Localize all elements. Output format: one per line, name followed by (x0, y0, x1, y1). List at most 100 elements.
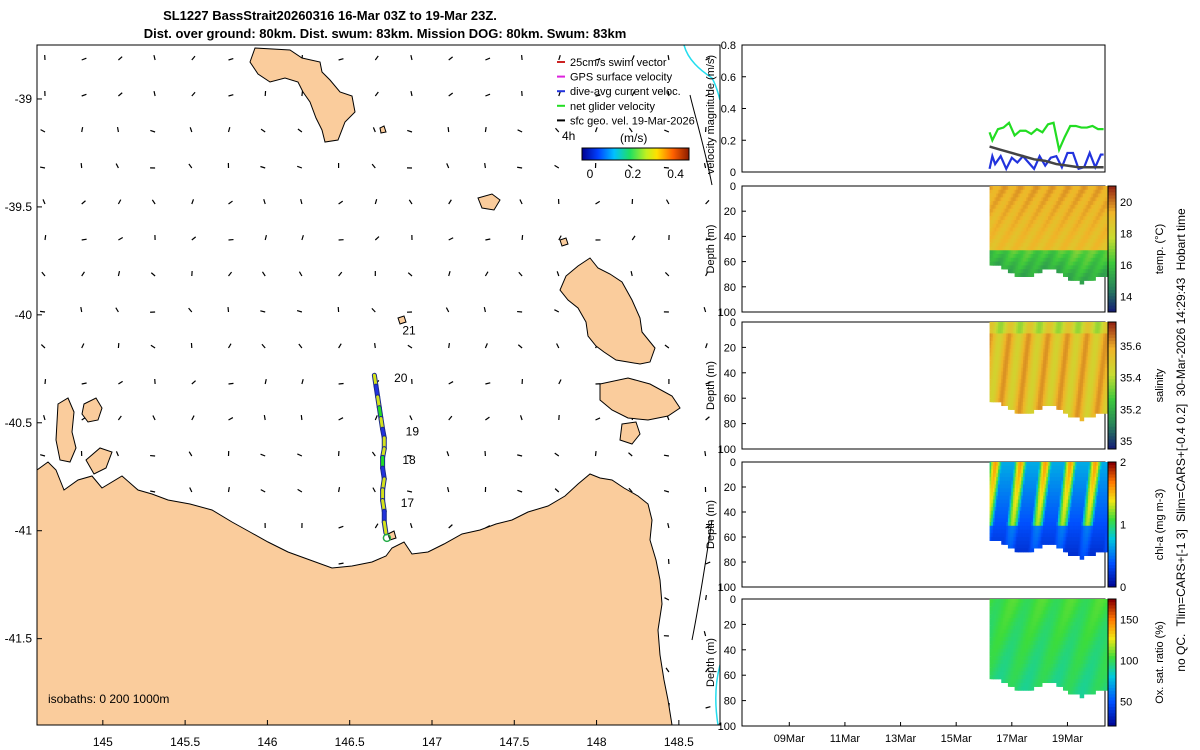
profile-cell (1029, 272, 1035, 277)
current-arrow (556, 271, 560, 277)
current-arrow (191, 415, 195, 421)
depth-tick-label: 60 (724, 257, 736, 269)
profile-cell (1104, 325, 1110, 330)
colorbar-axis-label: temp. (°C) (1154, 224, 1166, 274)
current-arrow (703, 307, 707, 313)
current-arrow (264, 235, 268, 241)
current-arrow (448, 56, 454, 61)
current-arrow (554, 164, 560, 169)
colorbar-tick-label: 16 (1120, 260, 1132, 272)
current-arrow (555, 127, 560, 133)
profile-cell (1104, 272, 1110, 277)
velocity-series-line (988, 120, 1104, 154)
current-arrow (484, 162, 486, 169)
current-arrow (298, 271, 303, 277)
colorbar-segment (1108, 356, 1116, 361)
coastline-victoria (683, 45, 720, 101)
current-arrow (39, 310, 46, 313)
profile-cell (1104, 201, 1110, 206)
current-arrow (558, 55, 561, 61)
colorbar-tick-label: 35.2 (1120, 404, 1141, 416)
current-arrow (705, 199, 710, 205)
current-arrow (663, 454, 670, 457)
current-arrow (705, 594, 707, 601)
profile-cell (1104, 344, 1110, 349)
profile-cell (1079, 280, 1085, 285)
colorbar-segment (1108, 189, 1116, 193)
colorbar-label: (m/s) (620, 131, 647, 145)
current-arrow (665, 667, 670, 673)
current-arrow (81, 343, 85, 349)
current-arrow (705, 343, 708, 349)
profile-cell (1104, 265, 1110, 270)
current-arrow (410, 90, 413, 97)
velocity-y-tick-label: 0.4 (721, 104, 736, 116)
current-arrow (448, 381, 454, 385)
colorbar-segment (1108, 230, 1116, 234)
profile-cell (1104, 356, 1110, 361)
colorbar-segment (1108, 410, 1116, 415)
legend-label: GPS surface velocity (570, 72, 673, 84)
colorbar-segment (1108, 249, 1116, 253)
current-arrow (118, 92, 123, 97)
current-arrow (485, 57, 491, 61)
colorbar-segment (1108, 277, 1116, 281)
day-label: 19 (406, 425, 420, 439)
current-arrow (594, 450, 597, 457)
map-x-tick-label: 145 (93, 735, 113, 749)
current-arrow (227, 127, 231, 133)
current-arrow (41, 271, 46, 277)
map-frame (36, 44, 721, 726)
current-arrow (705, 561, 711, 565)
depth-tick-label: 80 (724, 419, 736, 431)
profile-cell (1104, 261, 1110, 266)
current-arrow (628, 127, 633, 133)
current-arrow (630, 270, 633, 277)
current-arrow (631, 91, 635, 97)
current-arrow (150, 272, 156, 277)
current-arrow (153, 90, 156, 97)
colorbar-segment (1108, 233, 1116, 237)
current-arrow (39, 166, 46, 169)
land-robbins-island (85, 447, 113, 475)
colorbar-segment (1108, 331, 1116, 336)
current-arrow (558, 235, 562, 241)
colorbar-tick-label: 0.2 (624, 167, 641, 181)
profile-cell (1104, 379, 1110, 384)
current-arrow (338, 486, 341, 493)
current-arrow (374, 55, 379, 61)
profile-cell (1104, 348, 1110, 353)
colorbar-segment (1108, 289, 1116, 294)
profile-cell (1104, 235, 1110, 240)
current-arrow (518, 271, 523, 277)
current-arrow (115, 163, 119, 169)
current-arrow (448, 271, 451, 277)
land-three-hummock-island (81, 397, 103, 423)
current-arrow (663, 490, 670, 493)
profile-cell (1104, 208, 1110, 213)
current-arrow (374, 523, 379, 529)
colorbar-segment (1108, 217, 1116, 222)
current-arrow (446, 486, 450, 493)
colorbar-segment (1108, 385, 1116, 390)
profile-cell (1104, 242, 1110, 247)
velocity-series-line (989, 145, 1104, 169)
depth-axis-label: Depth (m) (705, 225, 717, 274)
colorbar-segment (1108, 341, 1116, 345)
current-arrow (703, 631, 707, 637)
track-segment (382, 520, 388, 535)
colorbar-segment (1108, 252, 1116, 256)
current-arrow (446, 451, 450, 457)
current-arrow (260, 453, 266, 457)
current-arrow (409, 415, 413, 421)
profile-cell (1104, 337, 1110, 342)
profile-cell (1104, 269, 1110, 274)
map-x-tick-label: 148.5 (664, 735, 694, 749)
current-arrow (44, 234, 47, 241)
colorbar-segment (1108, 433, 1116, 437)
colorbar-segment (1108, 271, 1116, 275)
current-arrow (594, 127, 598, 133)
current-arrow (153, 54, 156, 61)
